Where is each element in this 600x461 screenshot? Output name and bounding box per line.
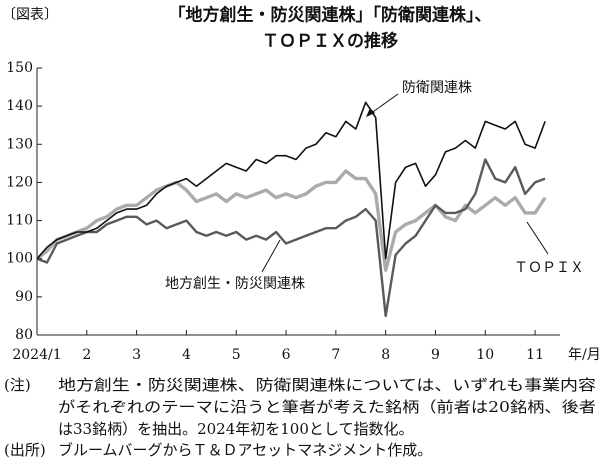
- x-axis-label: 年/月: [568, 347, 600, 363]
- x-tick-label: 9: [431, 347, 440, 363]
- annotation-line: [261, 239, 281, 273]
- x-tick-label: 5: [232, 347, 241, 363]
- chart-title: ＴＯＰＩＸの推移: [262, 31, 398, 52]
- y-tick-label: 80: [15, 327, 33, 343]
- annotation: ＴＯＰＩＸ: [514, 260, 584, 276]
- series-line: [36, 101, 546, 260]
- y-tick-label: 110: [6, 213, 33, 229]
- source-label: (出所): [4, 441, 46, 459]
- annotation-arrow: [369, 93, 399, 115]
- notes-label: (注): [4, 376, 31, 394]
- chart-title: 「地方創生・防災関連株」「防衛関連株」、: [169, 5, 492, 26]
- x-tick-label: 4: [182, 347, 191, 363]
- x-tick-label: 8: [381, 347, 390, 363]
- x-tick-label: 3: [132, 347, 141, 363]
- figure-label: 〔図表〕: [2, 7, 58, 23]
- x-tick-label: 2024/1: [12, 347, 61, 363]
- source: ブルームバーグからＴ＆Ｄアセットマネジメント作成。: [58, 441, 432, 459]
- x-tick-label: 11: [526, 347, 544, 363]
- note: は33銘柄）を抽出。2024年初を100として指数化。: [58, 420, 413, 438]
- note: がそれぞれのテーマに沿うと筆者が考えた銘柄（前者は20銘柄、後者: [58, 398, 596, 416]
- y-tick-label: 130: [6, 136, 33, 152]
- y-tick-label: 100: [6, 251, 33, 267]
- x-tick-label: 2: [82, 347, 91, 363]
- y-tick-label: 120: [6, 174, 33, 190]
- note: 地方創生・防災関連株、防衛関連株については、いずれも事業内容: [58, 376, 596, 394]
- x-tick-label: 7: [331, 347, 340, 363]
- x-tick-label: 6: [282, 347, 291, 363]
- x-tick-label: 10: [476, 347, 494, 363]
- annotation-line: [526, 221, 549, 255]
- annotation: 地方創生・防災関連株: [165, 276, 305, 292]
- y-tick-label: 150: [6, 60, 33, 76]
- series-line: [36, 158, 546, 318]
- y-tick-label: 90: [15, 289, 33, 305]
- annotation-arrowhead: [366, 108, 375, 117]
- annotation: 防衛関連株: [402, 80, 472, 96]
- series-line: [35, 169, 547, 272]
- y-tick-label: 140: [6, 98, 33, 114]
